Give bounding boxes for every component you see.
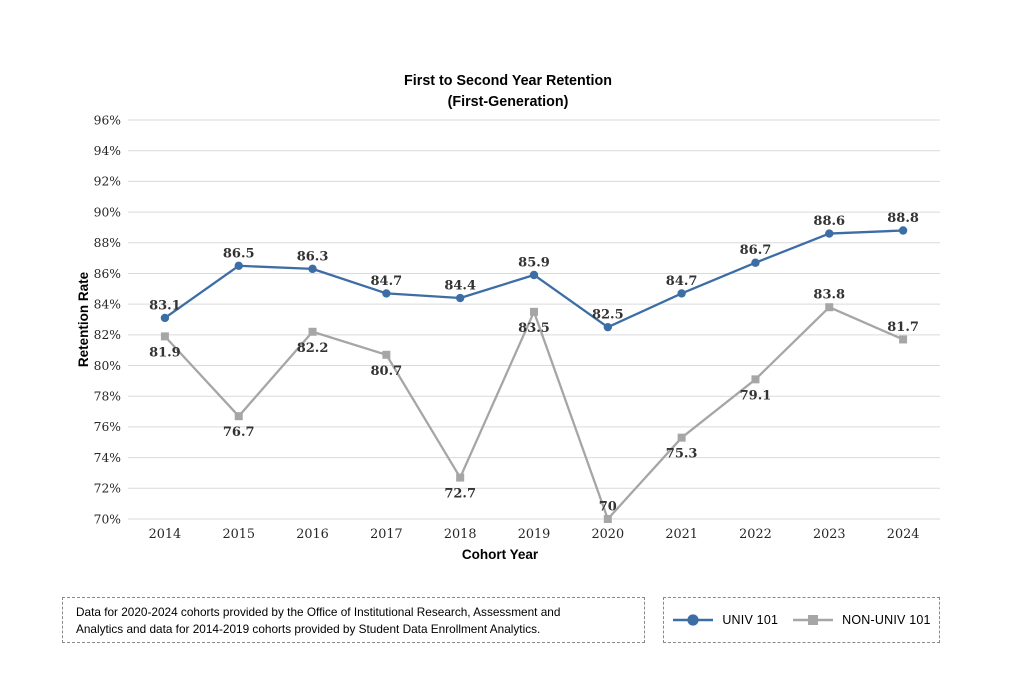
x-tick-label: 2022 (739, 527, 772, 542)
data-point-label: 70 (599, 500, 617, 515)
data-point-marker (234, 261, 243, 270)
legend-label-non-univ101: NON-UNIV 101 (842, 613, 931, 627)
data-point-marker (825, 229, 834, 238)
y-tick-label: 94% (94, 144, 121, 158)
data-point-marker (530, 307, 538, 316)
x-tick-label: 2014 (149, 527, 182, 542)
y-tick-label: 96% (94, 113, 121, 127)
x-tick-label: 2023 (813, 527, 846, 542)
data-point-marker (382, 350, 391, 359)
data-point-label: 72.7 (444, 487, 476, 502)
series-line-non-univ-101 (164, 306, 904, 521)
data-point-label: 84.7 (666, 274, 698, 289)
legend-box: UNIV 101 NON-UNIV 101 (663, 597, 940, 643)
y-tick-label: 78% (94, 390, 121, 404)
data-point-label: 76.7 (223, 425, 255, 440)
y-tick-label: 80% (94, 359, 121, 373)
y-tick-label: 76% (94, 420, 121, 434)
data-point-label: 84.7 (371, 274, 403, 289)
data-point-label: 88.8 (887, 211, 919, 226)
x-tick-label: 2020 (592, 527, 625, 542)
x-tick-label: 2016 (296, 527, 329, 542)
x-tick-labels-group: 2014 2015 2016 2017 2018 2019 2020 2021 2022 2023… (149, 527, 920, 542)
x-tick-label: 2019 (518, 527, 551, 542)
y-tick-label: 86% (94, 267, 121, 281)
data-point-label: 81.7 (887, 320, 919, 335)
data-labels-group: 83.1 86.5 86.3 84.7 84.4 85.9 82.5 84.7 86.7 88.6… (149, 211, 919, 515)
y-tick-label: 90% (94, 205, 121, 219)
y-tick-labels-group: 96% 94% 92% 90% 88% 86% 84% 82% 80% 78% 76% 74% 72% 7… (94, 113, 121, 526)
legend-item-univ101: UNIV 101 (672, 613, 778, 627)
data-point-marker (308, 327, 317, 336)
data-point-label: 86.5 (223, 246, 255, 261)
footnote-line-2: Analytics and data for 2014-2019 cohorts… (76, 621, 541, 636)
y-tick-label: 70% (94, 512, 121, 526)
footnote-line-1: Data for 2020-2024 cohorts provided by t… (76, 605, 561, 619)
x-tick-label: 2024 (887, 527, 920, 542)
legend-label-univ101: UNIV 101 (722, 613, 779, 627)
data-point-label: 84.4 (444, 279, 476, 294)
data-point-marker (751, 375, 760, 384)
data-point-marker (603, 515, 612, 523)
chart-title-line1: First to Second Year Retention (404, 73, 612, 89)
legend-item-non-univ101: NON-UNIV 101 (792, 613, 931, 627)
data-point-marker (898, 226, 908, 235)
y-tick-label: 82% (94, 328, 121, 342)
x-tick-label: 2015 (222, 527, 255, 542)
data-point-label: 80.7 (371, 364, 403, 379)
non-univ101-legend-marker-icon (793, 615, 834, 625)
y-axis-title: Retention Rate (76, 271, 91, 367)
data-point-marker (677, 433, 686, 442)
chart-title-line2: (First-Generation) (447, 93, 569, 110)
footnote-box: Data for 2020-2024 cohorts provided by t… (62, 597, 645, 643)
data-point-label: 88.6 (813, 214, 845, 229)
x-tick-label: 2017 (370, 527, 403, 542)
data-point-label: 85.9 (518, 255, 550, 270)
data-point-marker (234, 412, 243, 421)
data-point-label: 82.5 (592, 308, 624, 323)
x-tick-label: 2018 (444, 527, 477, 542)
data-point-marker (456, 473, 465, 482)
y-tick-label: 88% (94, 236, 121, 250)
data-point-marker (677, 289, 686, 298)
data-point-marker (455, 293, 465, 303)
data-point-label: 79.1 (740, 388, 772, 403)
data-point-marker (160, 332, 169, 341)
data-point-marker (825, 303, 834, 312)
data-point-marker (751, 258, 760, 267)
y-tick-label: 84% (94, 297, 121, 311)
data-point-label: 83.8 (813, 288, 845, 303)
data-point-marker (899, 335, 908, 344)
data-point-label: 81.9 (149, 345, 181, 360)
x-axis-title: Cohort Year (462, 547, 539, 562)
chart-title: First to Second Year Retention (First-Ge… (0, 71, 1016, 112)
data-point-label: 83.1 (149, 298, 181, 313)
gridlines-group (128, 119, 940, 520)
x-tick-label: 2021 (665, 527, 698, 542)
data-point-marker (160, 313, 170, 323)
data-point-marker (308, 264, 317, 274)
y-tick-label: 74% (94, 451, 121, 465)
data-point-label: 86.7 (740, 243, 772, 258)
data-point-marker (603, 322, 613, 332)
retention-line-chart: 96% 94% 92% 90% 88% 86% 84% 82% 80% 78% 76% 74% 72% 7… (76, 113, 940, 562)
data-point-label: 75.3 (666, 447, 698, 462)
univ101-legend-marker-icon (673, 614, 714, 626)
data-point-label: 86.3 (297, 249, 329, 264)
data-point-label: 83.5 (518, 321, 550, 336)
data-point-label: 82.2 (297, 341, 329, 356)
data-point-marker (529, 270, 539, 280)
data-point-marker (382, 289, 391, 298)
series-group (160, 226, 908, 523)
y-tick-label: 72% (94, 482, 121, 496)
y-tick-label: 92% (94, 175, 121, 189)
